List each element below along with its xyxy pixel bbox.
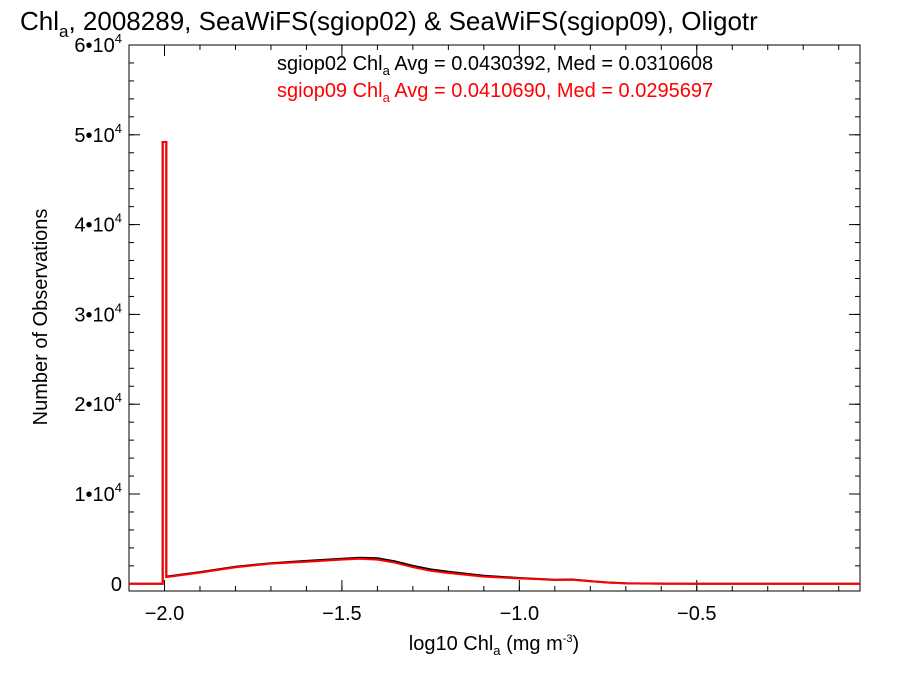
annotation-sgiop09: sgiop09 Chla Avg = 0.0410690, Med = 0.02…: [277, 80, 713, 105]
y-tick-label-exponent: 4: [115, 300, 122, 315]
y-tick-label: 6•104: [74, 31, 122, 57]
x-axis-label-subscript: a: [493, 643, 501, 658]
y-tick-label: 1•104: [74, 480, 122, 506]
x-tick-label: −2.0: [145, 603, 184, 625]
y-tick-label-base: 2•10: [74, 394, 114, 416]
y-tick-label: 4•104: [74, 211, 122, 237]
y-tick-label: 2•104: [74, 390, 122, 416]
y-tick-label: 0: [111, 574, 122, 596]
y-tick-label-base: 5•10: [74, 125, 114, 147]
x-axis-label-mid: (mg m: [501, 633, 563, 655]
chart-title-rest: , 2008289, SeaWiFS(sgiop02) & SeaWiFS(sg…: [68, 6, 758, 36]
y-tick-label-base: 1•10: [74, 484, 114, 506]
y-tick-label-exponent: 4: [115, 121, 122, 136]
x-axis-label-suffix: ): [573, 633, 580, 655]
axis-ticks: −2.0 −1.5 −1.0 −0.501•1042•1043•1044•1045•1…: [74, 31, 860, 625]
y-tick-label-exponent: 4: [115, 31, 122, 46]
chart-title: Chla, 2008289, SeaWiFS(sgiop02) & SeaWiF…: [20, 6, 758, 41]
x-axis-label-prefix: log10 Chl: [409, 633, 494, 655]
y-tick-label: 5•104: [74, 121, 122, 147]
x-tick-label: −1.0: [500, 603, 539, 625]
annotation-sgiop02-rest: Avg = 0.0430392, Med = 0.0310608: [390, 53, 713, 75]
plot-frame: [128, 44, 861, 592]
annotation-sgiop09-prefix: sgiop09 Chl: [277, 80, 383, 102]
y-tick-label-base: 3•10: [74, 304, 114, 326]
x-axis-label: log10 Chla (mg m-3): [409, 633, 579, 658]
chart-title-subscript: a: [59, 22, 69, 41]
annotation-sgiop09-rest: Avg = 0.0410690, Med = 0.0295697: [390, 80, 713, 102]
x-tick-label: −0.5: [677, 603, 716, 625]
y-tick-label-exponent: 4: [115, 390, 122, 405]
y-axis-label: Number of Observations: [30, 209, 52, 426]
x-tick-label: −1.5: [322, 603, 361, 625]
annotation-sgiop02-subscript: a: [383, 63, 391, 78]
y-tick-label-base: 0: [111, 574, 122, 596]
series-group: [129, 141, 860, 585]
series-line-sgiop09: [129, 141, 860, 585]
series-line-sgiop02: [129, 141, 860, 585]
y-tick-label-exponent: 4: [115, 211, 122, 226]
y-tick-label: 3•104: [74, 300, 122, 326]
y-tick-label-base: 6•10: [74, 35, 114, 57]
annotation-sgiop09-subscript: a: [383, 90, 391, 105]
y-tick-label-base: 4•10: [74, 215, 114, 237]
x-axis-label-superscript: -3: [563, 633, 573, 645]
annotation-sgiop02-prefix: sgiop02 Chl: [277, 53, 383, 75]
annotation-sgiop02: sgiop02 Chla Avg = 0.0430392, Med = 0.03…: [277, 53, 713, 78]
y-tick-label-exponent: 4: [115, 480, 122, 495]
chart-title-prefix: Chl: [20, 6, 59, 36]
